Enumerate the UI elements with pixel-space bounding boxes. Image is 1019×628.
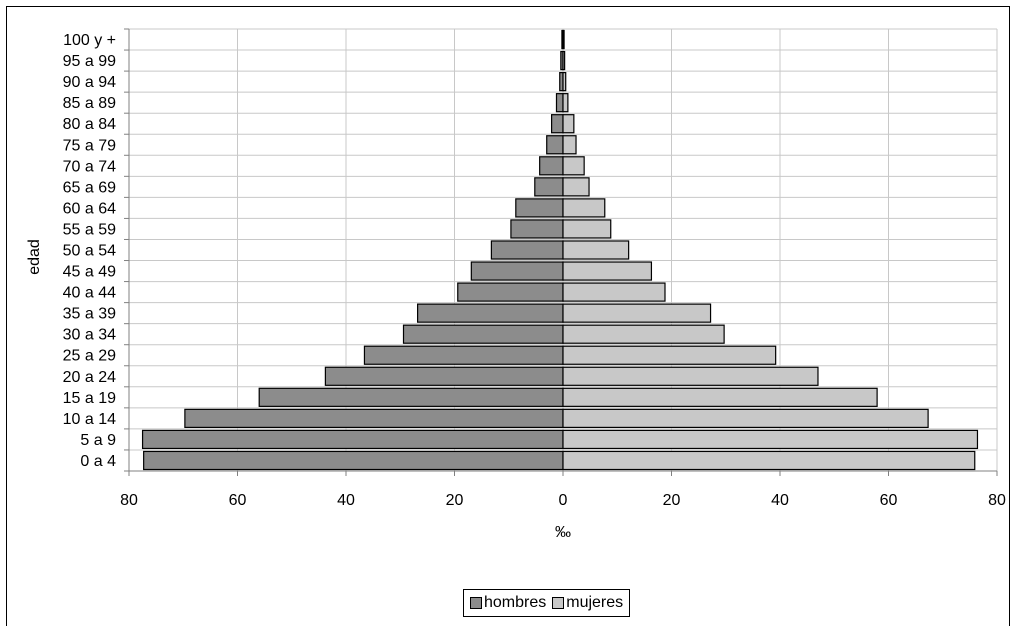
bar-mujeres-70-a-74: [562, 156, 585, 176]
bar-hombres-10-a-14: [184, 408, 564, 429]
y-tick-labels: 0 a 4 5 a 9 10 a 14 15 a 19 20 a 24 25 a 29 30…: [63, 32, 116, 470]
bar-hombres-15-a-19: [258, 387, 564, 407]
bars: [141, 29, 979, 471]
legend-swatch-mujeres: [552, 597, 565, 609]
y-tick-label: 45 a 49: [63, 264, 116, 281]
bar-hombres-25-a-29: [363, 345, 564, 365]
y-tick-label: 35 a 39: [63, 306, 116, 323]
bar-mujeres-60-a-64: [562, 198, 606, 218]
x-axis-title: ‰: [555, 524, 571, 541]
bar-mujeres-95-a-99: [562, 50, 566, 71]
chart-frame: [6, 6, 1010, 626]
bar-mujeres-40-a-44: [562, 282, 666, 302]
legend-label-hombres: hombres: [484, 594, 547, 611]
x-tick-label: 20: [663, 492, 681, 509]
bar-mujeres-35-a-39: [562, 303, 712, 323]
bar-hombres-35-a-39: [417, 303, 564, 323]
bar-mujeres-15-a-19: [562, 387, 878, 407]
legend-swatch-hombres: [470, 597, 482, 609]
axes: [124, 28, 998, 476]
legend-item-mujeres: mujeres: [552, 594, 623, 612]
bar-mujeres-100-y-+: [562, 29, 565, 50]
legend-item-hombres: hombres: [470, 594, 546, 612]
bar-mujeres-20-a-24: [562, 366, 819, 386]
bar-mujeres-0-a-4: [562, 450, 976, 471]
bar-hombres-40-a-44: [457, 282, 564, 302]
y-tick-label: 85 a 89: [63, 95, 116, 112]
bar-mujeres-55-a-59: [562, 219, 612, 239]
bar-hombres-60-a-64: [515, 198, 564, 218]
y-tick-label: 25 a 29: [63, 348, 116, 365]
y-tick-label: 50 a 54: [63, 243, 116, 260]
x-tick-label: 60: [229, 492, 247, 509]
bar-mujeres-80-a-84: [562, 114, 575, 134]
bar-mujeres-90-a-94: [562, 71, 567, 92]
y-tick-label: 65 a 69: [63, 179, 116, 196]
y-tick-label: 95 a 99: [63, 53, 116, 70]
x-tick-label: 40: [771, 492, 789, 509]
bar-hombres-75-a-79: [546, 135, 564, 155]
bar-mujeres-85-a-89: [562, 93, 569, 113]
y-tick-label: 90 a 94: [63, 74, 116, 91]
y-tick-label: 30 a 34: [63, 327, 116, 344]
y-tick-label: 75 a 79: [63, 137, 116, 154]
bar-hombres-55-a-59: [510, 219, 564, 239]
bar-hombres-70-a-74: [539, 156, 564, 176]
bar-mujeres-45-a-49: [562, 261, 653, 281]
bar-hombres-85-a-89: [555, 93, 564, 113]
x-tick-label: 20: [446, 492, 464, 509]
bar-mujeres-5-a-9: [562, 429, 979, 450]
y-tick-label: 40 a 44: [63, 285, 116, 302]
y-tick-label: 80 a 84: [63, 116, 116, 133]
y-tick-label: 55 a 59: [63, 221, 116, 238]
bar-mujeres-50-a-54: [562, 240, 630, 260]
bar-hombres-5-a-9: [141, 429, 564, 450]
bar-mujeres-25-a-29: [562, 345, 777, 365]
x-tick-label: 40: [337, 492, 355, 509]
bar-hombres-50-a-54: [490, 240, 564, 260]
bar-hombres-45-a-49: [470, 261, 564, 281]
bar-hombres-20-a-24: [324, 366, 564, 386]
bar-mujeres-75-a-79: [562, 135, 577, 155]
y-tick-label: 70 a 74: [63, 158, 116, 175]
x-tick-label: 60: [880, 492, 898, 509]
x-tick-label: 0: [559, 492, 568, 509]
bar-mujeres-10-a-14: [562, 408, 929, 429]
y-axis-title: edad: [26, 239, 43, 275]
bar-hombres-30-a-34: [402, 324, 564, 344]
y-tick-label: 60 a 64: [63, 200, 116, 217]
y-tick-label: 100 y +: [63, 32, 116, 49]
x-tick-labels: 80 60 40 20 0 20 40 60 80: [120, 492, 1006, 509]
bar-mujeres-30-a-34: [562, 324, 725, 344]
x-tick-label: 80: [988, 492, 1006, 509]
y-tick-label: 5 a 9: [80, 432, 116, 449]
bar-hombres-0-a-4: [143, 450, 564, 471]
bar-hombres-80-a-84: [551, 114, 564, 134]
y-tick-label: 10 a 14: [63, 411, 116, 428]
y-tick-label: 15 a 19: [63, 390, 116, 407]
bar-hombres-65-a-69: [534, 177, 564, 197]
legend: hombres mujeres: [463, 589, 631, 617]
legend-label-mujeres: mujeres: [566, 594, 624, 611]
y-tick-label: 0 a 4: [80, 453, 116, 470]
bar-mujeres-65-a-69: [562, 177, 590, 197]
y-tick-label: 20 a 24: [63, 369, 116, 386]
x-tick-label: 80: [120, 492, 138, 509]
